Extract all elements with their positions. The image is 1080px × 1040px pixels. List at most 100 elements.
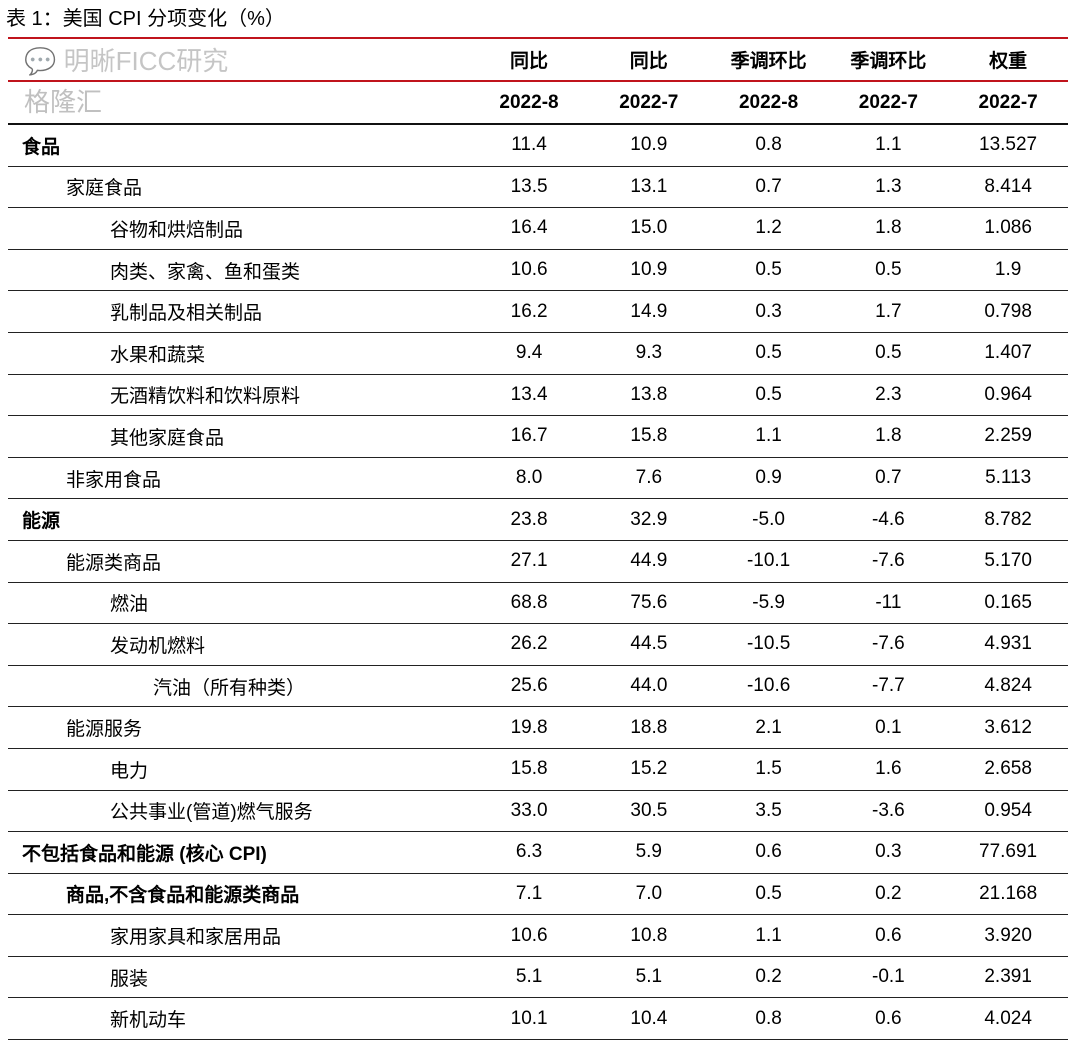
value-cell: 1.6	[875, 758, 902, 780]
value-cell: 27.1	[510, 550, 548, 572]
value-cell: 10.8	[630, 924, 668, 946]
value-cell: 44.0	[630, 675, 668, 697]
row-label: 发动机燃料	[110, 635, 206, 657]
value-cell: 3.5	[755, 799, 782, 821]
value-cell: -10.1	[746, 550, 791, 572]
cpi-table: 同比 同比 季调环比 季调环比 权重 2022-8 2022-7 2022-8 …	[8, 37, 1068, 1040]
table-row: 能源 23.8 32.9 -5.0 -4.6 8.782	[8, 498, 1068, 540]
row-label: 非家用食品	[66, 469, 162, 491]
value-cell: 1.5	[755, 758, 782, 780]
value-cell: 0.8	[755, 1007, 782, 1029]
value-cell: 1.1	[875, 134, 902, 156]
value-cell: 0.5	[755, 342, 782, 364]
table-row: 食品 11.4 10.9 0.8 1.1 13.527	[8, 123, 1068, 166]
table-row: 家庭食品 13.5 13.1 0.7 1.3 8.414	[8, 165, 1068, 208]
value-cell: 1.1	[755, 924, 782, 946]
value-cell: 10.9	[630, 134, 668, 156]
row-label: 公共事业(管道)燃气服务	[110, 802, 313, 824]
row-label: 乳制品及相关制品	[110, 303, 263, 325]
value-cell: 21.168	[979, 882, 1038, 904]
value-cell: -5.9	[752, 591, 785, 613]
watermark-gelonghui: 格隆汇	[24, 87, 103, 117]
value-cell: 15.0	[630, 217, 668, 239]
value-cell: -3.6	[872, 799, 905, 821]
value-cell: 2.658	[984, 758, 1032, 780]
value-cell: -7.6	[872, 633, 905, 655]
row-label: 燃油	[110, 594, 149, 616]
value-cell: 1.8	[875, 217, 902, 239]
value-cell: 4.024	[984, 1007, 1032, 1029]
value-cell: 1.8	[875, 425, 902, 447]
value-cell: 0.7	[875, 467, 902, 489]
value-cell: 75.6	[630, 591, 668, 613]
value-cell: 0.2	[875, 882, 902, 904]
value-cell: 4.931	[984, 633, 1032, 655]
table-row: 新机动车 10.1 10.4 0.8 0.6 4.024	[8, 997, 1068, 1039]
value-cell: 11.4	[511, 134, 547, 156]
value-cell: 26.2	[510, 633, 548, 655]
value-cell: 0.7	[755, 175, 782, 197]
value-cell: 0.6	[755, 841, 782, 863]
watermark-wechat: 💬 明晰FICC研究	[24, 46, 229, 76]
value-cell: 8.0	[515, 467, 543, 489]
row-label: 家用家具和家居用品	[110, 927, 282, 949]
row-label: 无酒精饮料和饮料原料	[110, 386, 301, 408]
value-cell: 7.0	[635, 882, 663, 904]
value-cell: 0.8	[755, 134, 782, 156]
table-body: 食品 11.4 10.9 0.8 1.1 13.527 家庭食品 13.5 13.1 0.7 1.3…	[8, 123, 1068, 1040]
value-cell: -0.1	[872, 966, 905, 988]
row-label: 商品,不含食品和能源类商品	[66, 885, 300, 907]
value-cell: 0.6	[875, 1007, 902, 1029]
table-row: 无酒精饮料和饮料原料 13.4 13.8 0.5 2.3 0.964	[8, 373, 1068, 416]
value-cell: 77.691	[979, 841, 1038, 863]
value-cell: 5.1	[635, 966, 663, 988]
value-cell: 2.391	[984, 966, 1032, 988]
header-row-2: 2022-8 2022-7 2022-8 2022-7 2022-7	[8, 80, 1068, 123]
value-cell: 13.527	[979, 134, 1038, 156]
value-cell: 5.170	[984, 550, 1032, 572]
table-row: 能源服务 19.8 18.8 2.1 0.1 3.612	[8, 706, 1068, 748]
value-cell: 10.9	[630, 259, 668, 281]
value-cell: 2.3	[875, 383, 902, 405]
value-cell: 0.954	[984, 799, 1032, 821]
row-label: 肉类、家禽、鱼和蛋类	[110, 261, 301, 283]
value-cell: 16.4	[510, 217, 548, 239]
value-cell: 9.4	[515, 342, 543, 364]
header-cell: 同比	[510, 51, 549, 72]
value-cell: 10.6	[510, 259, 548, 281]
value-cell: 0.964	[984, 383, 1032, 405]
row-label: 食品	[22, 136, 61, 158]
table-row: 其他家庭食品 16.7 15.8 1.1 1.8 2.259	[8, 415, 1068, 457]
value-cell: 0.1	[875, 716, 902, 738]
value-cell: 1.407	[984, 342, 1032, 364]
value-cell: 7.6	[635, 467, 663, 489]
value-cell: 0.6	[875, 924, 902, 946]
value-cell: 3.920	[984, 924, 1032, 946]
table-row: 公共事业(管道)燃气服务 33.0 30.5 3.5 -3.6 0.954	[8, 789, 1068, 832]
table-row: 家用家具和家居用品 10.6 10.8 1.1 0.6 3.920	[8, 914, 1068, 956]
row-label: 家庭食品	[66, 178, 143, 200]
value-cell: 33.0	[510, 799, 548, 821]
value-cell: 7.1	[515, 882, 543, 904]
value-cell: 1.3	[875, 175, 902, 197]
value-cell: 6.3	[515, 841, 543, 863]
header-cell: 2022-7	[978, 91, 1038, 113]
table-row: 服装 5.1 5.1 0.2 -0.1 2.391	[8, 955, 1068, 998]
value-cell: 5.9	[635, 841, 662, 863]
header-cell: 2022-7	[619, 91, 679, 113]
value-cell: -7.7	[872, 675, 905, 697]
value-cell: 0.5	[875, 342, 902, 364]
value-cell: 1.2	[755, 217, 782, 239]
value-cell: 1.1	[755, 425, 782, 447]
header-cell: 同比	[629, 51, 668, 72]
value-cell: 18.8	[630, 716, 668, 738]
header-cell: 2022-8	[499, 91, 559, 113]
value-cell: -10.6	[746, 675, 791, 697]
row-label: 服装	[110, 968, 149, 990]
value-cell: 32.9	[630, 508, 668, 530]
value-cell: 15.8	[630, 425, 668, 447]
value-cell: 10.4	[630, 1007, 668, 1029]
value-cell: 13.8	[630, 383, 668, 405]
header-cell: 季调环比	[850, 51, 927, 72]
header-row-1: 同比 同比 季调环比 季调环比 权重	[8, 37, 1068, 80]
